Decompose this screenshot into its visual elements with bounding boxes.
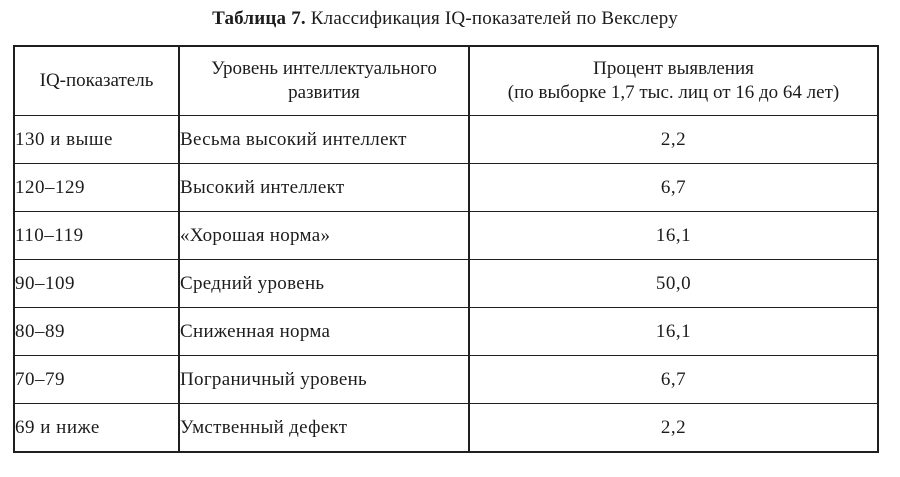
cell-percent: 16,1 [468,307,879,356]
table-row: 80–89 Сниженная норма 16,1 [13,307,879,356]
cell-level: «Хорошая норма» [178,211,470,260]
cell-percent: 2,2 [468,115,879,164]
cell-iq-range: 80–89 [13,307,180,356]
header-level: Уровень интеллектуального развития [178,45,470,116]
cell-percent: 6,7 [468,163,879,212]
table-caption-title: Классификация IQ-показателей по Векслеру [310,8,678,29]
cell-level: Умственный дефект [178,403,470,453]
header-iq: IQ-показатель [13,45,180,116]
cell-iq-range: 69 и ниже [13,403,180,453]
table-header-row: IQ-показатель Уровень интеллектуального … [13,45,879,116]
cell-percent: 50,0 [468,259,879,308]
iq-classification-table: IQ-показатель Уровень интеллектуального … [13,45,879,453]
header-percent-line1: Процент выявления [593,58,754,80]
table-row: 130 и выше Весьма высокий интеллект 2,2 [13,115,879,164]
cell-iq-range: 130 и выше [13,115,180,164]
cell-level: Высокий интеллект [178,163,470,212]
cell-percent: 2,2 [468,403,879,453]
cell-level: Сниженная норма [178,307,470,356]
table-row: 69 и ниже Умственный дефект 2,2 [13,403,879,453]
table-row: 70–79 Пограничный уровень 6,7 [13,355,879,404]
header-percent: Процент выявления (по выборке 1,7 тыс. л… [468,45,879,116]
table-caption-number: Таблица 7. [212,8,306,29]
cell-iq-range: 110–119 [13,211,180,260]
header-percent-line2: (по выборке 1,7 тыс. лиц от 16 до 64 лет… [507,82,840,103]
cell-level: Средний уровень [178,259,470,308]
table-row: 110–119 «Хорошая норма» 16,1 [13,211,879,260]
cell-level: Весьма высокий интеллект [178,115,470,164]
table-caption: Таблица 7. Классификация IQ-показателей … [13,8,877,30]
table-row: 90–109 Средний уровень 50,0 [13,259,879,308]
cell-level: Пограничный уровень [178,355,470,404]
cell-percent: 16,1 [468,211,879,260]
cell-iq-range: 70–79 [13,355,180,404]
cell-iq-range: 120–129 [13,163,180,212]
cell-percent: 6,7 [468,355,879,404]
table-row: 120–129 Высокий интеллект 6,7 [13,163,879,212]
cell-iq-range: 90–109 [13,259,180,308]
